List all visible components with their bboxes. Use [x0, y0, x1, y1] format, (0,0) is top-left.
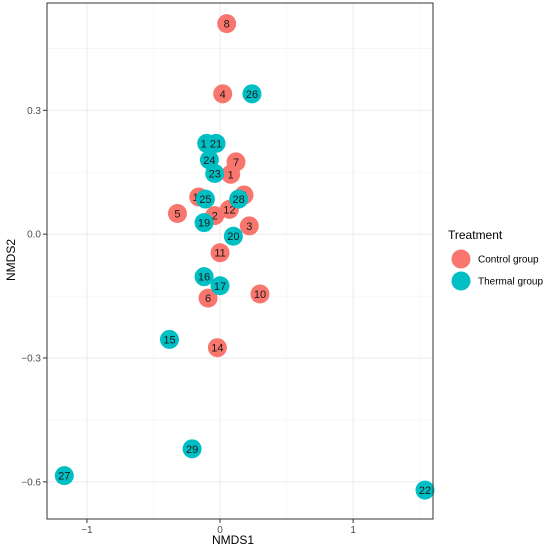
point-marker: [206, 133, 226, 153]
point-label: 28: [233, 194, 245, 206]
y-tick-label: 0.3: [27, 106, 41, 117]
legend-entries: Control group Thermal group: [451, 249, 543, 291]
point-marker: [239, 216, 259, 236]
point-label: 26: [246, 89, 258, 101]
legend-title: Treatment: [448, 228, 503, 242]
point-label: 2: [212, 211, 218, 223]
x-axis-ticks: −1 0 1: [81, 519, 356, 536]
point-marker: [223, 226, 243, 246]
point-label: 6: [205, 293, 211, 305]
point-marker: [213, 84, 233, 104]
point-marker: [415, 480, 435, 500]
point-label: 12: [223, 204, 235, 216]
panel-border: [46, 2, 434, 520]
point-marker: [210, 276, 230, 296]
point-label: 4: [220, 89, 226, 101]
data-point: 3: [239, 216, 259, 236]
data-point: 28: [229, 189, 249, 209]
data-point: 29: [182, 439, 202, 459]
point-marker: [194, 213, 214, 233]
point-label: 16: [198, 272, 210, 284]
point-marker: [250, 284, 270, 304]
point-marker: [54, 466, 74, 486]
point-label: 1: [228, 169, 234, 181]
data-point: 14: [207, 338, 227, 358]
point-label: 5: [174, 209, 180, 221]
y-tick-label: −0.3: [21, 354, 41, 365]
y-axis-ticks: 0.3 0.0 −0.3 −0.6: [21, 106, 47, 488]
point-label: 15: [163, 334, 175, 346]
point-label: 25: [199, 194, 211, 206]
point-marker: [182, 439, 202, 459]
point-marker: [195, 189, 215, 209]
data-points: 8471913521231161014261821242325281920161…: [54, 14, 435, 500]
point-label: 8: [224, 19, 230, 31]
point-label: 24: [203, 155, 215, 167]
point-label: 21: [210, 138, 222, 150]
data-point: 1: [221, 164, 241, 184]
y-tick-label: −0.6: [21, 477, 41, 488]
data-point: 26: [242, 84, 262, 104]
legend: Treatment Control group Thermal group: [448, 228, 543, 291]
point-marker: [207, 338, 227, 358]
legend-label: Thermal group: [478, 277, 543, 288]
data-point: 23: [205, 163, 225, 183]
data-point: 22: [415, 480, 435, 500]
x-tick-label: 1: [350, 525, 356, 536]
x-axis-title: NMDS1: [212, 533, 254, 547]
point-marker: [159, 329, 179, 349]
data-point: 6: [198, 288, 218, 308]
point-marker: [198, 288, 218, 308]
legend-entry: Thermal group: [451, 271, 543, 291]
point-label: 7: [233, 157, 239, 169]
x-tick-label: 0: [217, 525, 223, 536]
data-point: 5: [167, 204, 187, 224]
gridlines: [47, 3, 433, 519]
point-label: 14: [211, 343, 223, 355]
data-point: 8: [217, 14, 237, 34]
point-label: 23: [209, 168, 221, 180]
point-label: 10: [254, 289, 266, 301]
data-point: 15: [159, 329, 179, 349]
y-axis-title: NMDS2: [4, 239, 18, 281]
point-label: 22: [419, 485, 431, 497]
data-point: 25: [195, 189, 215, 209]
data-point: 19: [194, 213, 214, 233]
data-point: 20: [223, 226, 243, 246]
data-point: 27: [54, 466, 74, 486]
y-tick-label: 0.0: [27, 230, 41, 241]
point-marker: [205, 163, 225, 183]
plot-panel: [47, 3, 433, 519]
data-point: 10: [250, 284, 270, 304]
point-marker: [221, 164, 241, 184]
point-marker: [167, 204, 187, 224]
data-point: 21: [206, 133, 226, 153]
data-point: 11: [210, 243, 230, 263]
point-label: 11: [214, 248, 225, 260]
legend-entry: Control group: [451, 249, 539, 269]
panel-background: [47, 3, 433, 519]
point-marker: [194, 267, 214, 287]
data-point: 17: [210, 276, 230, 296]
point-label: 3: [246, 221, 252, 233]
data-point: 4: [213, 84, 233, 104]
legend-key-thermal: [451, 271, 471, 291]
point-label: 19: [198, 218, 210, 230]
point-label: 17: [214, 281, 226, 293]
point-marker: [242, 84, 262, 104]
point-marker: [229, 189, 249, 209]
point-label: 20: [227, 231, 239, 243]
point-label: 27: [58, 471, 70, 483]
point-label: 29: [186, 444, 198, 456]
data-point: 16: [194, 267, 214, 287]
point-marker: [217, 14, 237, 34]
x-tick-label: −1: [81, 525, 93, 536]
point-marker: [210, 243, 230, 263]
legend-key-control: [451, 249, 471, 269]
legend-label: Control group: [478, 255, 539, 266]
